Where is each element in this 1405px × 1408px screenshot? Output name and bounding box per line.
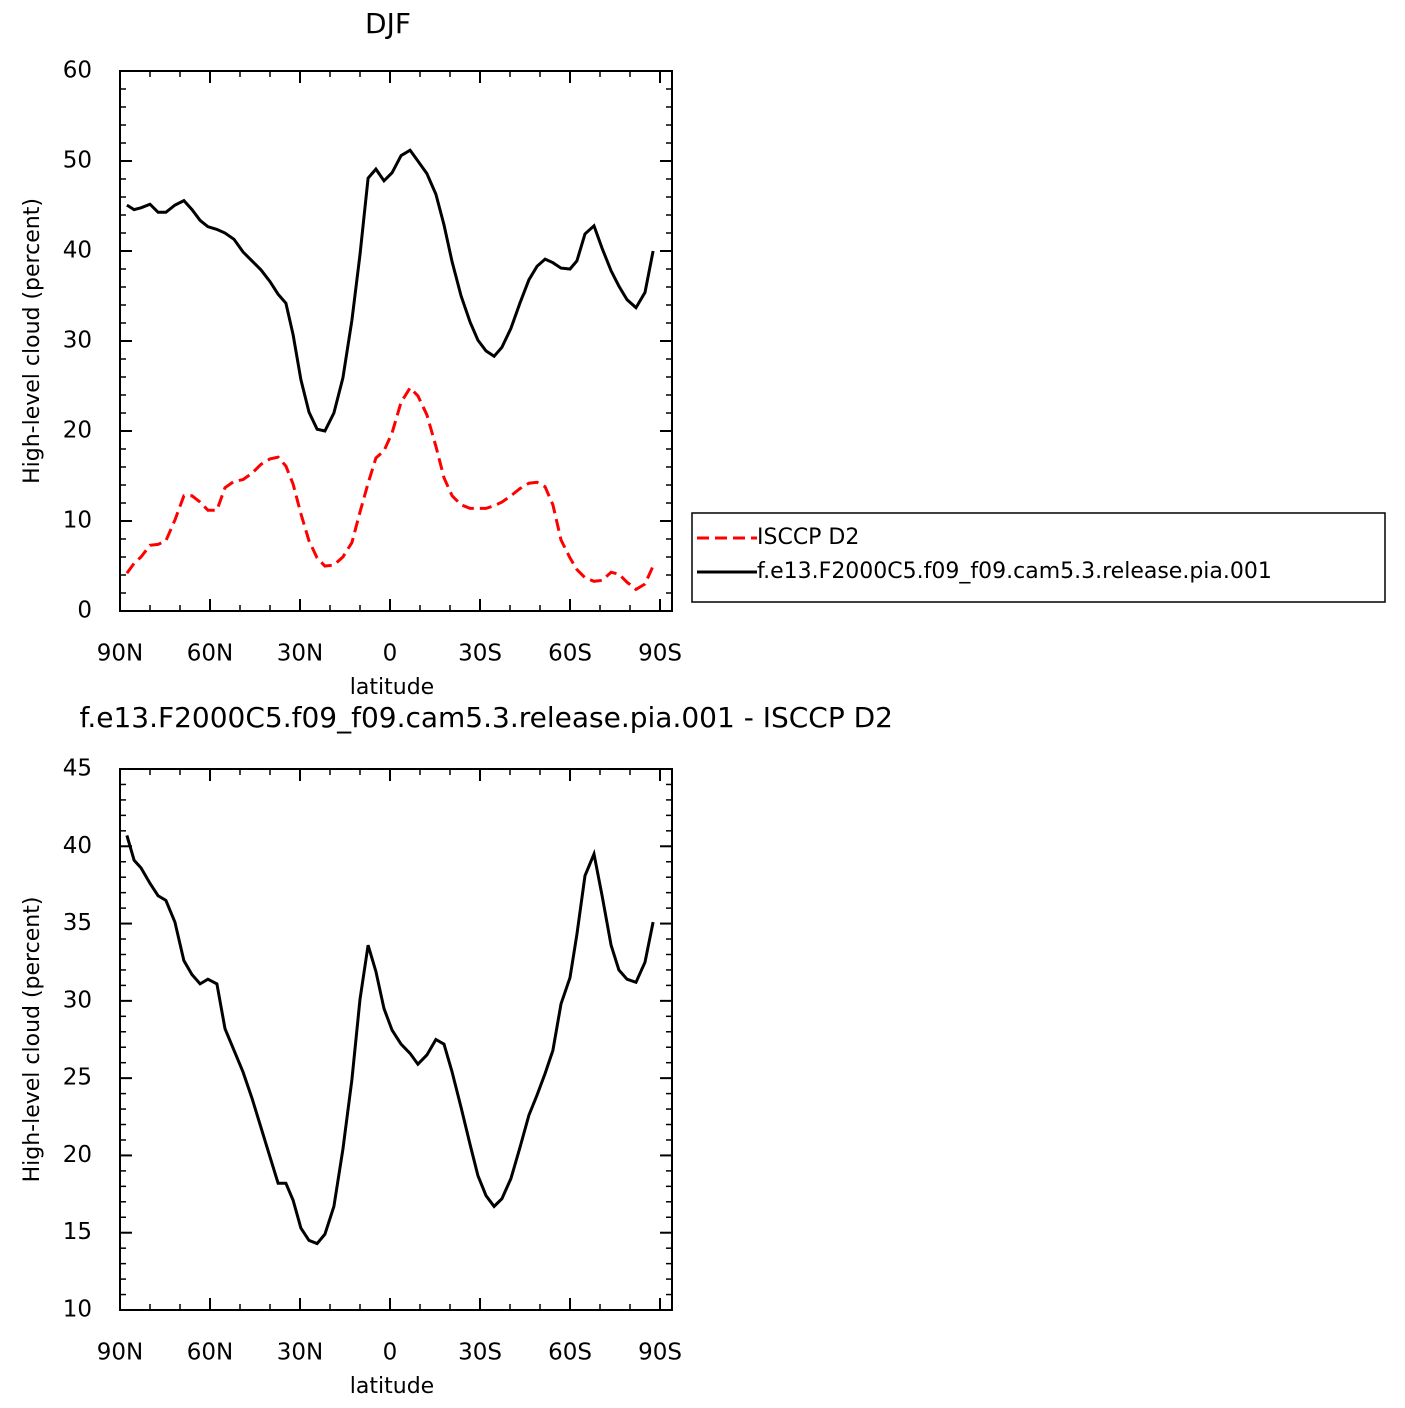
plot-frame	[119, 70, 673, 612]
y-tick-label: 25	[63, 1065, 92, 1091]
x-tick-label: 60N	[187, 1340, 233, 1366]
y-tick-label: 40	[63, 833, 92, 859]
x-tick-label: 30N	[277, 641, 323, 667]
x-tick-label: 60N	[187, 641, 233, 667]
y-axis-label: High-level cloud (percent)	[20, 198, 45, 484]
y-tick-label: 20	[63, 418, 92, 444]
x-tick-label: 30S	[458, 641, 502, 667]
x-tick-label: 0	[383, 1340, 398, 1366]
y-tick-label: 10	[63, 1297, 92, 1323]
x-tick-label: 60S	[548, 641, 592, 667]
data-line	[126, 148, 655, 433]
y-tick-label: 15	[63, 1219, 92, 1245]
y-tick-label: 0	[77, 598, 92, 624]
data-line	[125, 835, 655, 1246]
y-tick-label: 20	[63, 1142, 92, 1168]
x-axis-label: latitude	[350, 675, 434, 700]
x-tick-label: 90S	[638, 1340, 682, 1366]
legend-label: ISCCP D2	[757, 525, 859, 550]
legend-label: f.e13.F2000C5.f09_f09.cam5.3.release.pia…	[757, 559, 1272, 584]
x-tick-label: 90S	[638, 641, 682, 667]
chart-title: DJF	[365, 7, 411, 40]
y-tick-label: 50	[63, 148, 92, 174]
x-tick-label: 90N	[97, 641, 143, 667]
x-tick-label: 0	[383, 641, 398, 667]
legend-box	[691, 512, 1386, 603]
y-tick-label: 40	[63, 238, 92, 264]
x-axis-label: latitude	[350, 1374, 434, 1399]
data-line	[125, 385, 655, 592]
y-tick-label: 10	[63, 508, 92, 534]
y-tick-label: 30	[63, 328, 92, 354]
y-tick-label: 35	[63, 910, 92, 936]
x-tick-label: 30S	[458, 1340, 502, 1366]
y-tick-label: 60	[63, 58, 92, 84]
chart-title: f.e13.F2000C5.f09_f09.cam5.3.release.pia…	[80, 701, 894, 734]
y-axis-label: High-level cloud (percent)	[20, 897, 45, 1183]
x-tick-label: 30N	[277, 1340, 323, 1366]
y-tick-label: 45	[63, 756, 92, 782]
y-tick-label: 30	[63, 987, 92, 1013]
plot-frame	[119, 768, 673, 1311]
x-tick-label: 60S	[548, 1340, 592, 1366]
x-tick-label: 90N	[97, 1340, 143, 1366]
